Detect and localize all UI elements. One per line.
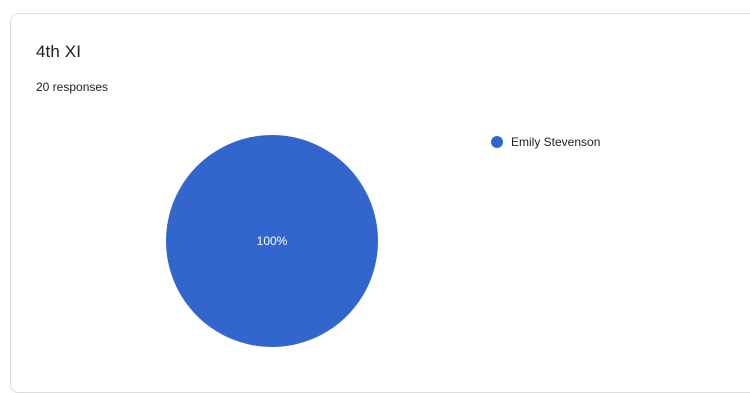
question-summary-card: 4th XI 20 responses 100% Emily Stevenson — [10, 13, 750, 393]
response-count: 20 responses — [36, 80, 109, 94]
pie-chart: 100% — [166, 135, 378, 347]
question-title: 4th XI — [36, 42, 82, 61]
legend-label-emily-stevenson: Emily Stevenson — [511, 135, 601, 149]
pie-slice-label: 100% — [257, 234, 288, 248]
pie-slice-emily-stevenson[interactable] — [166, 135, 378, 347]
legend-swatch-emily-stevenson — [491, 136, 503, 148]
chart-legend[interactable]: Emily Stevenson — [491, 135, 600, 149]
